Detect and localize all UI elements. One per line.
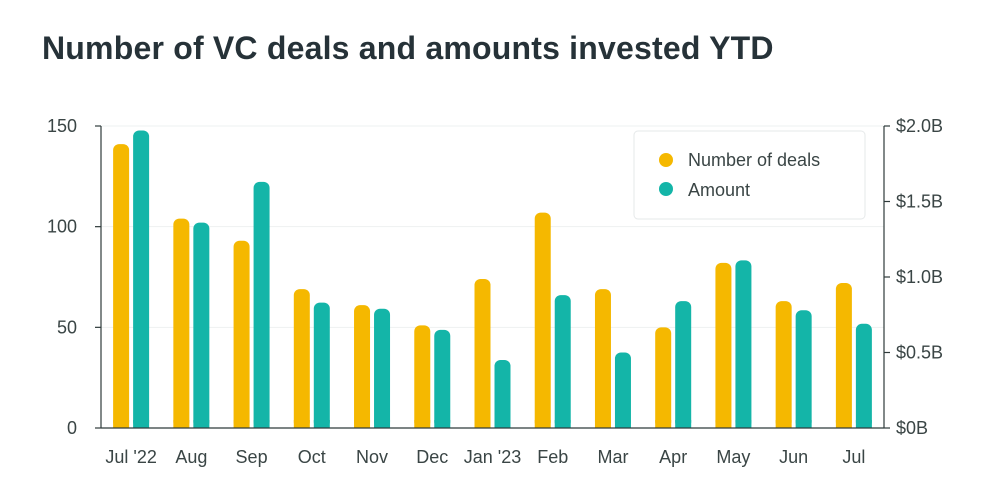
legend-box — [633, 130, 866, 220]
bar-deals — [414, 325, 431, 428]
bar-deals — [173, 218, 190, 428]
bar-amount — [434, 329, 451, 428]
x-tick-label: Feb — [537, 447, 568, 467]
bar-deals — [835, 283, 852, 428]
bar-deals — [534, 212, 551, 428]
bar-deals-base — [775, 420, 792, 428]
right-tick-label: $0.5B — [896, 343, 943, 363]
bar-amount-base — [494, 420, 511, 428]
bar-amount — [253, 181, 270, 428]
bar-deals-base — [534, 420, 551, 428]
bar-deals — [474, 279, 491, 428]
x-tick-label: Nov — [356, 447, 388, 467]
x-tick-label: Aug — [175, 447, 207, 467]
x-tick-label: Jun — [779, 447, 808, 467]
bar-amount — [735, 260, 752, 428]
bar-amount — [133, 130, 150, 428]
x-tick-label: Apr — [659, 447, 687, 467]
bar-amount-base — [795, 420, 812, 428]
x-tick-label: Oct — [298, 447, 326, 467]
chart-title: Number of VC deals and amounts invested … — [42, 30, 774, 66]
x-tick-label: Jan '23 — [464, 447, 521, 467]
bar-deals-base — [474, 420, 491, 428]
x-axis-ticks: Jul '22 Aug Sep Oct Nov Dec Jan '23 Feb Mar Apr Ma… — [105, 447, 865, 467]
legend-label-deals: Number of deals — [688, 150, 820, 170]
right-axis-ticks: $0B $0.5B $1.0B $1.5B $2.0B — [884, 116, 943, 438]
left-tick-label: 0 — [67, 418, 77, 438]
bar-deals-base — [293, 420, 310, 428]
bar-amount-base — [855, 420, 872, 428]
bar-deals — [715, 262, 732, 428]
bar-amount-base — [193, 420, 210, 428]
right-tick-label: $1.0B — [896, 267, 943, 287]
bar-amount-base — [675, 420, 692, 428]
bar-amount-base — [313, 420, 330, 428]
right-tick-label: $1.5B — [896, 192, 943, 212]
bar-amount — [374, 308, 391, 428]
grid-lines — [101, 125, 884, 328]
x-tick-label: Jul — [842, 447, 865, 467]
bar-amount-base — [374, 420, 391, 428]
left-tick-label: 50 — [57, 317, 77, 337]
legend-marker-amount — [659, 182, 673, 196]
bars — [113, 130, 872, 428]
bar-amount-base — [133, 420, 150, 428]
bar-deals-base — [414, 420, 431, 428]
bar-deals-base — [655, 420, 672, 428]
bar-deals-base — [715, 420, 732, 428]
bar-amount-base — [735, 420, 752, 428]
legend-marker-deals — [659, 153, 673, 167]
x-tick-label: May — [716, 447, 750, 467]
bar-deals-base — [113, 420, 130, 428]
bar-deals — [594, 289, 611, 428]
bar-deals — [655, 327, 672, 428]
bar-amount — [494, 360, 511, 428]
bar-deals-base — [233, 420, 250, 428]
bar-amount — [554, 295, 571, 428]
right-tick-label: $0B — [896, 418, 928, 438]
bar-deals-base — [173, 420, 190, 428]
right-tick-label: $2.0B — [896, 116, 943, 136]
bar-amount — [675, 301, 692, 428]
legend-label-amount: Amount — [688, 180, 750, 200]
bar-amount — [193, 222, 210, 428]
bar-deals — [293, 289, 310, 428]
bar-deals — [354, 305, 371, 428]
x-tick-label: Dec — [416, 447, 448, 467]
bar-deals-base — [835, 420, 852, 428]
bar-amount — [313, 302, 330, 428]
bar-amount — [614, 352, 631, 428]
bar-deals — [233, 240, 250, 428]
left-tick-label: 150 — [47, 116, 77, 136]
bar-deals — [113, 144, 130, 428]
x-tick-label: Sep — [236, 447, 268, 467]
bar-amount — [795, 310, 812, 428]
bar-deals-base — [594, 420, 611, 428]
x-tick-label: Mar — [597, 447, 628, 467]
bar-amount-base — [253, 420, 270, 428]
bar-amount-base — [614, 420, 631, 428]
left-tick-label: 100 — [47, 217, 77, 237]
bar-amount-base — [554, 420, 571, 428]
left-axis-ticks: 0 50 100 150 — [47, 116, 101, 438]
x-tick-label: Jul '22 — [105, 447, 156, 467]
bar-deals-base — [354, 420, 371, 428]
legend: Number of deals Amount — [633, 130, 866, 220]
bar-amount-base — [434, 420, 451, 428]
bar-deals — [775, 301, 792, 428]
bar-amount — [855, 323, 872, 428]
